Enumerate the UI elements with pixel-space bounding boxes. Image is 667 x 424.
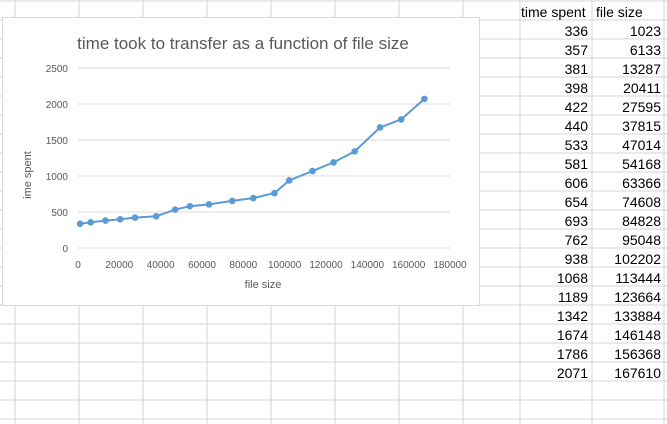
x-tick-label: 60000 [188, 260, 216, 271]
data-point [228, 197, 236, 205]
header-file-size[interactable]: file size [596, 4, 643, 20]
cell-time-spent[interactable]: 336 [564, 23, 588, 39]
cell-time-spent[interactable]: 1068 [556, 270, 588, 286]
cell-file-size[interactable]: 63366 [622, 175, 661, 191]
x-tick-label: 140000 [351, 260, 385, 271]
data-point [102, 217, 109, 224]
cell-time-spent[interactable]: 1189 [557, 289, 588, 305]
x-tick-label: 0 [75, 260, 81, 271]
cell-time-spent[interactable]: 762 [564, 232, 588, 248]
cell-time-spent[interactable]: 693 [564, 213, 588, 229]
x-tick-label: 40000 [147, 260, 175, 271]
cell-time-spent[interactable]: 1674 [556, 327, 588, 343]
cell-time-spent[interactable]: 2071 [556, 365, 588, 381]
cell-file-size[interactable]: 47014 [622, 137, 661, 153]
cell-file-size[interactable]: 95048 [622, 232, 661, 248]
cell-file-size[interactable]: 84828 [622, 213, 661, 229]
cell-file-size[interactable]: 37815 [622, 118, 661, 134]
x-tick-label: 180000 [433, 260, 467, 271]
cell-file-size[interactable]: 27595 [622, 99, 661, 115]
cell-time-spent[interactable]: 1342 [556, 308, 588, 324]
scatter-chart: time took to transfer as a function of f… [22, 34, 467, 291]
cell-time-spent[interactable]: 654 [564, 194, 588, 210]
cell-file-size[interactable]: 146148 [614, 327, 661, 343]
header-time-spent[interactable]: time spent [521, 4, 586, 20]
cell-file-size[interactable]: 123664 [614, 289, 661, 305]
data-point [186, 202, 194, 210]
data-point [152, 213, 160, 220]
data-point [330, 159, 337, 166]
cell-time-spent[interactable]: 1786 [556, 346, 588, 362]
data-point [271, 189, 278, 197]
data-point [285, 177, 293, 184]
x-tick-label: 80000 [229, 260, 257, 271]
y-tick-label: 2500 [46, 64, 69, 75]
x-axis-label: file size [245, 279, 282, 291]
cell-time-spent[interactable]: 381 [564, 61, 588, 77]
data-point [87, 218, 94, 226]
data-point [131, 214, 139, 221]
data-point [397, 116, 405, 123]
x-tick-label: 100000 [268, 260, 302, 271]
cell-file-size[interactable]: 74608 [622, 194, 661, 210]
data-point [205, 201, 213, 208]
cell-time-spent[interactable]: 938 [564, 251, 588, 267]
data-point [76, 220, 84, 228]
data-point [250, 194, 257, 202]
data-point [376, 124, 384, 131]
cell-time-spent[interactable]: 606 [564, 175, 588, 191]
chart-panel[interactable]: time took to transfer as a function of f… [2, 17, 480, 306]
cell-file-size[interactable]: 54168 [622, 156, 661, 172]
y-tick-label: 1500 [46, 136, 69, 147]
y-tick-label: 1000 [46, 172, 69, 183]
cell-time-spent[interactable]: 440 [564, 118, 588, 134]
cell-file-size[interactable]: 6133 [629, 42, 661, 58]
cell-file-size[interactable]: 156368 [614, 346, 661, 362]
cell-time-spent[interactable]: 581 [564, 156, 588, 172]
y-tick-label: 2000 [46, 100, 69, 111]
y-axis-label: ime spent [22, 151, 34, 199]
x-tick-label: 160000 [392, 260, 426, 271]
cell-time-spent[interactable]: 533 [564, 137, 588, 153]
cell-file-size[interactable]: 133884 [614, 308, 661, 324]
cell-file-size[interactable]: 102202 [614, 251, 661, 267]
cell-file-size[interactable]: 167610 [614, 365, 661, 381]
cell-file-size[interactable]: 113444 [615, 270, 661, 286]
data-point [421, 95, 428, 103]
data-point [171, 206, 179, 213]
x-tick-label: 120000 [309, 260, 343, 271]
data-point [351, 148, 358, 155]
cell-file-size[interactable]: 13287 [622, 61, 661, 77]
y-tick-label: 0 [62, 244, 68, 255]
x-tick-label: 20000 [105, 260, 133, 271]
cell-time-spent[interactable]: 398 [564, 80, 588, 96]
data-point [116, 216, 124, 223]
chart-title: time took to transfer as a function of f… [77, 34, 409, 53]
cell-file-size[interactable]: 1023 [629, 23, 661, 39]
y-tick-label: 500 [51, 208, 68, 219]
series-line [79, 98, 426, 225]
data-point [309, 167, 316, 175]
cell-time-spent[interactable]: 357 [564, 42, 588, 58]
cell-time-spent[interactable]: 422 [564, 99, 588, 115]
cell-file-size[interactable]: 20411 [623, 80, 661, 96]
